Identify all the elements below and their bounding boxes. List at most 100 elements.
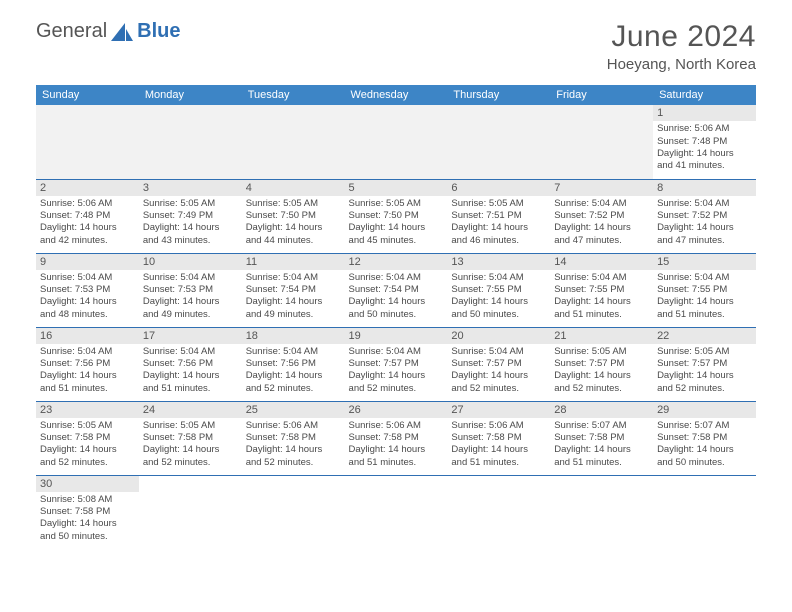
day-number: 18: [242, 328, 345, 344]
calendar-cell: [447, 105, 550, 179]
day-details: Sunrise: 5:05 AMSunset: 7:49 PMDaylight:…: [143, 198, 238, 247]
day-details: Sunrise: 5:06 AMSunset: 7:58 PMDaylight:…: [246, 420, 341, 469]
day-number: 13: [447, 254, 550, 270]
calendar-cell: [242, 105, 345, 179]
day-details: Sunrise: 5:04 AMSunset: 7:56 PMDaylight:…: [143, 346, 238, 395]
day-details: Sunrise: 5:04 AMSunset: 7:55 PMDaylight:…: [554, 272, 649, 321]
calendar-cell: [345, 475, 448, 549]
calendar-cell: 21 Sunrise: 5:05 AMSunset: 7:57 PMDayligh…: [550, 327, 653, 401]
day-number: 3: [139, 180, 242, 196]
calendar-cell: 23 Sunrise: 5:05 AMSunset: 7:58 PMDayligh…: [36, 401, 139, 475]
calendar-cell: [36, 105, 139, 179]
logo-text-2: Blue: [137, 20, 180, 43]
day-number: 12: [345, 254, 448, 270]
month-title: June 2024: [607, 20, 756, 54]
calendar-cell: 7Sunrise: 5:04 AMSunset: 7:52 PMDaylight…: [550, 179, 653, 253]
calendar-cell: [345, 105, 448, 179]
calendar-cell: 8Sunrise: 5:04 AMSunset: 7:52 PMDaylight…: [653, 179, 756, 253]
calendar-cell: [447, 475, 550, 549]
calendar-row: 9Sunrise: 5:04 AMSunset: 7:53 PMDaylight…: [36, 253, 756, 327]
day-number: 29: [653, 402, 756, 418]
day-number: 19: [345, 328, 448, 344]
calendar-cell: 17Sunrise: 5:04 AMSunset: 7:56 PMDayligh…: [139, 327, 242, 401]
calendar-row: 23Sunrise: 5:05 AMSunset: 7:58 PMDayligh…: [36, 401, 756, 475]
calendar-cell: 10Sunrise: 5:04 AMSunset: 7:53 PMDayligh…: [139, 253, 242, 327]
day-number: 24: [139, 402, 242, 418]
calendar-cell: 30Sunrise: 5:08 AMSunset: 7:58 PMDayligh…: [36, 475, 139, 549]
day-number: 21: [550, 328, 653, 344]
calendar-cell: 29 Sunrise: 5:07 AMSunset: 7:58 PMDayligh…: [653, 401, 756, 475]
day-number: 9: [36, 254, 139, 270]
calendar-cell: 28Sunrise: 5:07 AMSunset: 7:58 PMDayligh…: [550, 401, 653, 475]
calendar-cell: 26 Sunrise: 5:06 AMSunset: 7:58 PMDayligh…: [345, 401, 448, 475]
calendar-cell: [139, 475, 242, 549]
logo-sail-icon: [111, 23, 133, 41]
day-details: Sunrise: 5:07 AMSunset: 7:58 PMDaylight:…: [657, 420, 752, 469]
day-number: 23: [36, 402, 139, 418]
day-number: 20: [447, 328, 550, 344]
calendar-cell: 1 Sunrise: 5:06 AMSunset: 7:48 PMDaylight…: [653, 105, 756, 179]
calendar-cell: 11 Sunrise: 5:04 AMSunset: 7:54 PMDayligh…: [242, 253, 345, 327]
day-details: Sunrise: 5:05 AMSunset: 7:58 PMDaylight:…: [40, 420, 135, 469]
day-details: Sunrise: 5:04 AMSunset: 7:55 PMDaylight:…: [657, 272, 752, 321]
calendar-cell: 4Sunrise: 5:05 AMSunset: 7:50 PMDaylight…: [242, 179, 345, 253]
day-number: 25: [242, 402, 345, 418]
day-details: Sunrise: 5:04 AMSunset: 7:57 PMDaylight:…: [451, 346, 546, 395]
logo: General Blue: [36, 20, 181, 43]
location-subtitle: Hoeyang, North Korea: [607, 56, 756, 73]
calendar-row: 30Sunrise: 5:08 AMSunset: 7:58 PMDayligh…: [36, 475, 756, 549]
calendar-row: 2 Sunrise: 5:06 AMSunset: 7:48 PMDaylight…: [36, 179, 756, 253]
day-number: 27: [447, 402, 550, 418]
day-details: Sunrise: 5:08 AMSunset: 7:58 PMDaylight:…: [40, 494, 135, 543]
calendar-cell: 14Sunrise: 5:04 AMSunset: 7:55 PMDayligh…: [550, 253, 653, 327]
day-number: 26: [345, 402, 448, 418]
day-details: Sunrise: 5:05 AMSunset: 7:58 PMDaylight:…: [143, 420, 238, 469]
calendar-cell: 16 Sunrise: 5:04 AMSunset: 7:56 PMDayligh…: [36, 327, 139, 401]
calendar-cell: 19Sunrise: 5:04 AMSunset: 7:57 PMDayligh…: [345, 327, 448, 401]
calendar-cell: 15 Sunrise: 5:04 AMSunset: 7:55 PMDayligh…: [653, 253, 756, 327]
day-number: 16: [36, 328, 139, 344]
calendar-cell: 18 Sunrise: 5:04 AMSunset: 7:56 PMDayligh…: [242, 327, 345, 401]
calendar-cell: 25 Sunrise: 5:06 AMSunset: 7:58 PMDayligh…: [242, 401, 345, 475]
day-details: Sunrise: 5:04 AMSunset: 7:54 PMDaylight:…: [246, 272, 341, 321]
day-details: Sunrise: 5:05 AMSunset: 7:50 PMDaylight:…: [246, 198, 341, 247]
calendar-cell: 13 Sunrise: 5:04 AMSunset: 7:55 PMDayligh…: [447, 253, 550, 327]
day-details: Sunrise: 5:07 AMSunset: 7:58 PMDaylight:…: [554, 420, 649, 469]
day-number: 1: [653, 105, 756, 121]
day-details: Sunrise: 5:06 AMSunset: 7:48 PMDaylight:…: [40, 198, 135, 247]
calendar-cell: 2 Sunrise: 5:06 AMSunset: 7:48 PMDaylight…: [36, 179, 139, 253]
calendar-cell: [242, 475, 345, 549]
page-header: General Blue June 2024 Hoeyang, North Ko…: [36, 20, 756, 73]
day-header: Saturday: [653, 85, 756, 105]
day-details: Sunrise: 5:04 AMSunset: 7:52 PMDaylight:…: [554, 198, 649, 247]
day-details: Sunrise: 5:04 AMSunset: 7:54 PMDaylight:…: [349, 272, 444, 321]
day-details: Sunrise: 5:04 AMSunset: 7:56 PMDaylight:…: [246, 346, 341, 395]
day-header-row: Sunday Monday Tuesday Wednesday Thursday…: [36, 85, 756, 105]
day-details: Sunrise: 5:04 AMSunset: 7:53 PMDaylight:…: [143, 272, 238, 321]
day-number: 2: [36, 180, 139, 196]
day-details: Sunrise: 5:06 AMSunset: 7:48 PMDaylight:…: [657, 123, 752, 172]
day-header: Monday: [139, 85, 242, 105]
day-number: 11: [242, 254, 345, 270]
day-number: 22: [653, 328, 756, 344]
day-header: Friday: [550, 85, 653, 105]
day-number: 5: [345, 180, 448, 196]
day-details: Sunrise: 5:05 AMSunset: 7:51 PMDaylight:…: [451, 198, 546, 247]
calendar-cell: 3 Sunrise: 5:05 AMSunset: 7:49 PMDaylight…: [139, 179, 242, 253]
day-details: Sunrise: 5:06 AMSunset: 7:58 PMDaylight:…: [349, 420, 444, 469]
day-details: Sunrise: 5:06 AMSunset: 7:58 PMDaylight:…: [451, 420, 546, 469]
calendar-cell: 12 Sunrise: 5:04 AMSunset: 7:54 PMDayligh…: [345, 253, 448, 327]
calendar-cell: 9Sunrise: 5:04 AMSunset: 7:53 PMDaylight…: [36, 253, 139, 327]
logo-text-1: General: [36, 20, 107, 43]
day-header: Sunday: [36, 85, 139, 105]
day-number: 15: [653, 254, 756, 270]
day-details: Sunrise: 5:05 AMSunset: 7:57 PMDaylight:…: [554, 346, 649, 395]
day-details: Sunrise: 5:05 AMSunset: 7:50 PMDaylight:…: [349, 198, 444, 247]
calendar-body: 1 Sunrise: 5:06 AMSunset: 7:48 PMDaylight…: [36, 105, 756, 549]
calendar-cell: [550, 475, 653, 549]
calendar-cell: [139, 105, 242, 179]
day-details: Sunrise: 5:04 AMSunset: 7:55 PMDaylight:…: [451, 272, 546, 321]
day-number: 6: [447, 180, 550, 196]
day-details: Sunrise: 5:04 AMSunset: 7:56 PMDaylight:…: [40, 346, 135, 395]
calendar-table: Sunday Monday Tuesday Wednesday Thursday…: [36, 85, 756, 549]
